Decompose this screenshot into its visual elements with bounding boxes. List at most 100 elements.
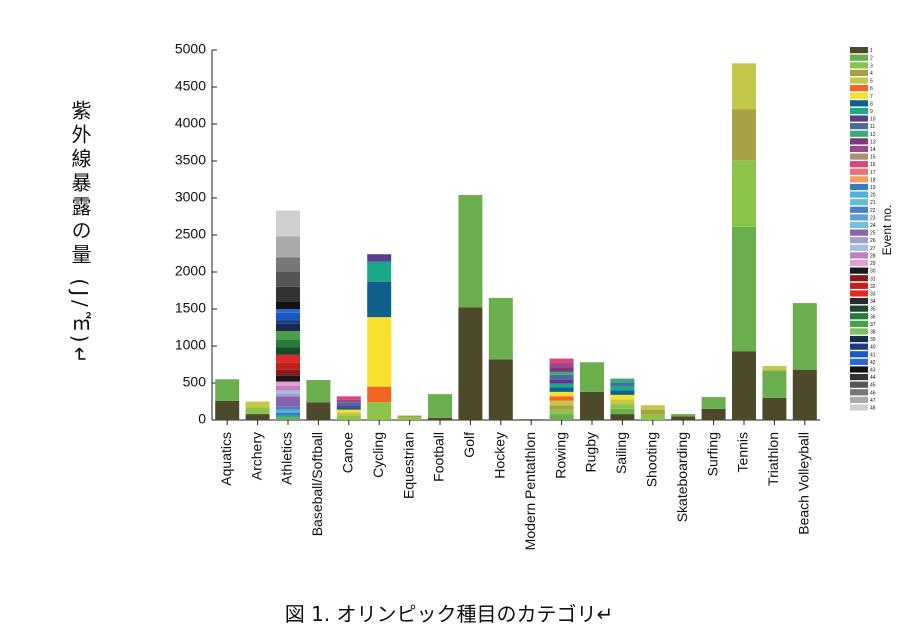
bar-segment (732, 160, 756, 227)
legend-label: 47 (870, 398, 876, 404)
legend-label: 3 (870, 63, 873, 69)
bar-segment (610, 404, 635, 409)
x-tick-label: Cycling (370, 432, 386, 478)
bar-segment (367, 386, 392, 403)
y-tick-label: 3000 (175, 189, 206, 205)
bar-segment (792, 303, 817, 370)
legend-swatch (850, 206, 868, 213)
x-tick-label: Surfing (704, 432, 720, 476)
bar-segment (336, 405, 361, 408)
bar-segment (276, 406, 300, 410)
x-tick-label: Triathlon (765, 432, 781, 486)
bar-segment (276, 323, 300, 332)
x-tick-label: Modern Pentathlon (522, 432, 538, 550)
legend-label: 15 (870, 155, 876, 161)
legend-label: 19 (870, 185, 876, 191)
legend-swatch (850, 404, 868, 411)
legend-swatch (850, 54, 868, 61)
bar-segment (276, 396, 300, 407)
legend-swatch (850, 305, 868, 312)
legend-label: 40 (870, 345, 876, 351)
legend-swatch (850, 62, 868, 69)
bar-segment (245, 401, 270, 408)
bar-segment (276, 257, 300, 272)
legend-swatch (850, 358, 868, 365)
x-tick-label: Golf (461, 432, 477, 458)
x-tick-label: Rugby (583, 432, 599, 472)
bar-segment (610, 378, 635, 383)
bar-segment (549, 400, 574, 406)
bar-segment (549, 379, 574, 384)
y-tick-label: 1000 (175, 337, 206, 353)
bar-segment (336, 412, 361, 416)
bar-segment (397, 417, 422, 420)
legend-label: 42 (870, 360, 876, 366)
bar-segment (549, 391, 574, 397)
bar-segment (276, 375, 300, 382)
x-tick-label: Athletics (279, 432, 295, 485)
legend-swatch (850, 115, 868, 122)
bar-segment (732, 63, 756, 110)
bar-segment (732, 226, 756, 352)
bar-segment (306, 380, 331, 403)
bar-segment (549, 387, 574, 392)
bar-segment (276, 272, 300, 287)
bar-segment (610, 399, 635, 405)
legend-swatch (850, 389, 868, 396)
legend-label: 37 (870, 322, 876, 328)
bar-segment (367, 281, 392, 318)
bar-segment (276, 381, 300, 386)
legend-label: 6 (870, 86, 873, 92)
legend-swatch (850, 145, 868, 153)
legend-swatch (850, 252, 868, 259)
x-tick-label: Archery (248, 432, 264, 480)
x-tick-label: Aquatics (218, 432, 234, 486)
legend-swatch (850, 191, 868, 198)
bar-segment (549, 383, 574, 388)
bar-segment (428, 417, 452, 420)
legend-swatch (850, 92, 868, 99)
bar-segment (276, 362, 300, 370)
y-tick-label: 1500 (175, 300, 206, 316)
legend-swatch (850, 107, 868, 115)
legend-label: 2 (870, 56, 873, 62)
x-tick-label: Baseball/Softball (309, 432, 325, 536)
bar-segment (276, 210, 300, 237)
y-axis-label: 紫外線暴露の量 (J/㎡)↵ (68, 100, 92, 368)
legend-swatch (850, 237, 868, 244)
legend-label: 38 (870, 329, 876, 335)
legend-label: 17 (870, 170, 876, 176)
bar-segment (276, 331, 300, 340)
bar-segment (640, 414, 665, 420)
bar-segment (549, 358, 574, 364)
bar-segment (276, 301, 300, 309)
bar-segment (215, 400, 240, 420)
legend-swatch (850, 351, 868, 358)
legend-label: 43 (870, 368, 876, 374)
bar-segment (336, 409, 361, 413)
bar-segment (762, 397, 787, 420)
legend-swatch (850, 373, 868, 381)
bar-segment (610, 390, 635, 395)
y-tick-label: 3500 (175, 152, 206, 168)
legend-label: 45 (870, 383, 876, 389)
bar-segment (701, 408, 726, 420)
bar-segment (276, 309, 300, 313)
bar-segment (610, 385, 635, 391)
bar-segment (458, 195, 483, 308)
legend-label: 30 (870, 269, 876, 275)
bar-segment (276, 390, 300, 394)
bar-segment (306, 402, 331, 420)
y-tick-label: 5000 (175, 41, 206, 57)
legend-label: 18 (870, 177, 876, 183)
bar-segment (792, 369, 817, 420)
legend-label: 39 (870, 337, 876, 343)
legend-label: 12 (870, 132, 876, 138)
bar-segment (245, 414, 270, 420)
legend-label: 46 (870, 390, 876, 396)
legend-swatch (850, 199, 868, 206)
bar-segment (732, 109, 756, 161)
legend-label: 10 (870, 117, 876, 123)
x-tick-label: Beach Volleyball (796, 432, 812, 535)
